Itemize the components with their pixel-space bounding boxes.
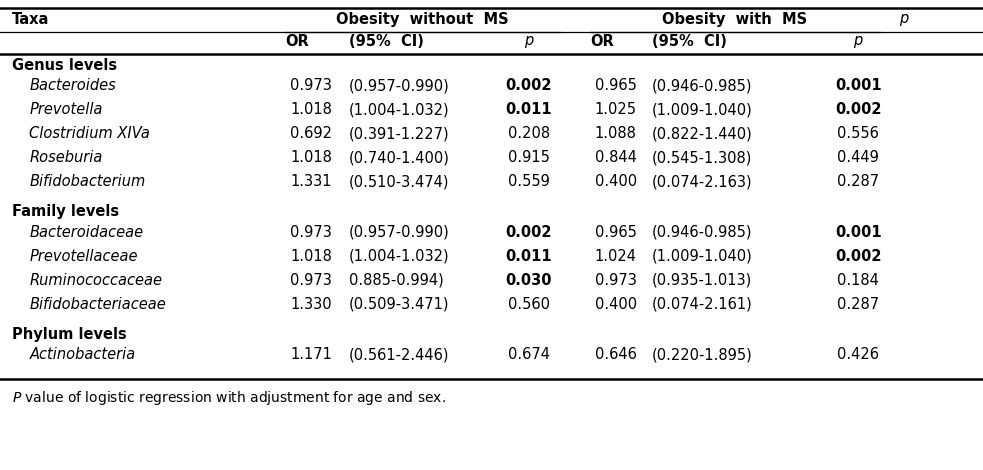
Text: 0.449: 0.449	[838, 150, 879, 165]
Text: 0.400: 0.400	[595, 297, 637, 312]
Text: Roseburia: Roseburia	[29, 150, 103, 165]
Text: Bifidobacterium: Bifidobacterium	[29, 174, 145, 189]
Text: 0.011: 0.011	[505, 249, 552, 264]
Text: 0.646: 0.646	[595, 347, 637, 362]
Text: 0.002: 0.002	[505, 78, 552, 94]
Text: (0.545-1.308): (0.545-1.308)	[652, 150, 752, 165]
Text: 0.287: 0.287	[838, 297, 879, 312]
Text: (0.946-0.985): (0.946-0.985)	[652, 225, 752, 240]
Text: 0.030: 0.030	[505, 273, 552, 288]
Text: Obesity  without  MS: Obesity without MS	[336, 12, 509, 27]
Text: 0.208: 0.208	[508, 126, 549, 141]
Text: 0.973: 0.973	[290, 273, 332, 288]
Text: 0.287: 0.287	[838, 174, 879, 189]
Text: 0.559: 0.559	[508, 174, 549, 189]
Text: Phylum levels: Phylum levels	[12, 327, 127, 342]
Text: 0.426: 0.426	[838, 347, 879, 362]
Text: 1.018: 1.018	[290, 150, 332, 165]
Text: 0.965: 0.965	[595, 78, 637, 94]
Text: Taxa: Taxa	[12, 12, 49, 27]
Text: (0.074-2.163): (0.074-2.163)	[652, 174, 752, 189]
Text: Bifidobacteriaceae: Bifidobacteriaceae	[29, 297, 166, 312]
Text: Ruminococcaceae: Ruminococcaceae	[29, 273, 162, 288]
Text: (0.391-1.227): (0.391-1.227)	[349, 126, 449, 141]
Text: 1.171: 1.171	[290, 347, 332, 362]
Text: (0.510-3.474): (0.510-3.474)	[349, 174, 449, 189]
Text: 0.002: 0.002	[835, 249, 882, 264]
Text: (0.957-0.990): (0.957-0.990)	[349, 78, 449, 94]
Text: $\it{p}$: $\it{p}$	[899, 12, 909, 28]
Text: (0.935-1.013): (0.935-1.013)	[652, 273, 752, 288]
Text: OR: OR	[285, 34, 309, 49]
Text: 0.915: 0.915	[508, 150, 549, 165]
Text: 0.973: 0.973	[290, 78, 332, 94]
Text: (0.740-1.400): (0.740-1.400)	[349, 150, 450, 165]
Text: (0.561-2.446): (0.561-2.446)	[349, 347, 449, 362]
Text: 0.692: 0.692	[290, 126, 332, 141]
Text: (0.946-0.985): (0.946-0.985)	[652, 78, 752, 94]
Text: 1.018: 1.018	[290, 249, 332, 264]
Text: 0.885-0.994): 0.885-0.994)	[349, 273, 443, 288]
Text: 0.001: 0.001	[835, 225, 882, 240]
Text: Actinobacteria: Actinobacteria	[29, 347, 136, 362]
Text: (0.822-1.440): (0.822-1.440)	[652, 126, 752, 141]
Text: Bacteroides: Bacteroides	[29, 78, 116, 94]
Text: 0.560: 0.560	[508, 297, 549, 312]
Text: 0.973: 0.973	[595, 273, 637, 288]
Text: (95%  CI): (95% CI)	[652, 34, 726, 49]
Text: 1.330: 1.330	[290, 297, 331, 312]
Text: Prevotella: Prevotella	[29, 102, 103, 118]
Text: (1.004-1.032): (1.004-1.032)	[349, 249, 449, 264]
Text: 1.331: 1.331	[290, 174, 331, 189]
Text: (1.009-1.040): (1.009-1.040)	[652, 249, 752, 264]
Text: 0.002: 0.002	[505, 225, 552, 240]
Text: (0.220-1.895): (0.220-1.895)	[652, 347, 752, 362]
Bar	[560, 30, 590, 34]
Bar	[0, 30, 285, 34]
Text: 1.025: 1.025	[595, 102, 637, 118]
Text: (1.009-1.040): (1.009-1.040)	[652, 102, 752, 118]
Text: 1.018: 1.018	[290, 102, 332, 118]
Text: $\it{p}$: $\it{p}$	[853, 34, 863, 50]
Text: 1.024: 1.024	[595, 249, 637, 264]
Text: 0.844: 0.844	[595, 150, 637, 165]
Text: Genus levels: Genus levels	[12, 58, 117, 73]
Text: (0.074-2.161): (0.074-2.161)	[652, 297, 752, 312]
Text: 0.965: 0.965	[595, 225, 637, 240]
Text: 0.001: 0.001	[835, 78, 882, 94]
Text: Obesity  with  MS: Obesity with MS	[663, 12, 807, 27]
Text: 1.088: 1.088	[595, 126, 637, 141]
Bar	[880, 30, 983, 34]
Text: 0.011: 0.011	[505, 102, 552, 118]
Text: Bacteroidaceae: Bacteroidaceae	[29, 225, 144, 240]
Text: Family levels: Family levels	[12, 204, 119, 219]
Text: (1.004-1.032): (1.004-1.032)	[349, 102, 449, 118]
Text: (0.957-0.990): (0.957-0.990)	[349, 225, 449, 240]
Text: Clostridium XIVa: Clostridium XIVa	[29, 126, 150, 141]
Text: 0.400: 0.400	[595, 174, 637, 189]
Text: (0.509-3.471): (0.509-3.471)	[349, 297, 449, 312]
Text: (95%  CI): (95% CI)	[349, 34, 424, 49]
Text: 0.002: 0.002	[835, 102, 882, 118]
Text: 0.674: 0.674	[508, 347, 549, 362]
Text: OR: OR	[590, 34, 613, 49]
Text: $\it{P}$ value of logistic regression with adjustment for age and sex.: $\it{P}$ value of logistic regression wi…	[12, 389, 446, 407]
Text: 0.973: 0.973	[290, 225, 332, 240]
Text: Prevotellaceae: Prevotellaceae	[29, 249, 138, 264]
Text: 0.556: 0.556	[838, 126, 879, 141]
Text: 0.184: 0.184	[838, 273, 879, 288]
Text: $\it{p}$: $\it{p}$	[524, 34, 534, 50]
